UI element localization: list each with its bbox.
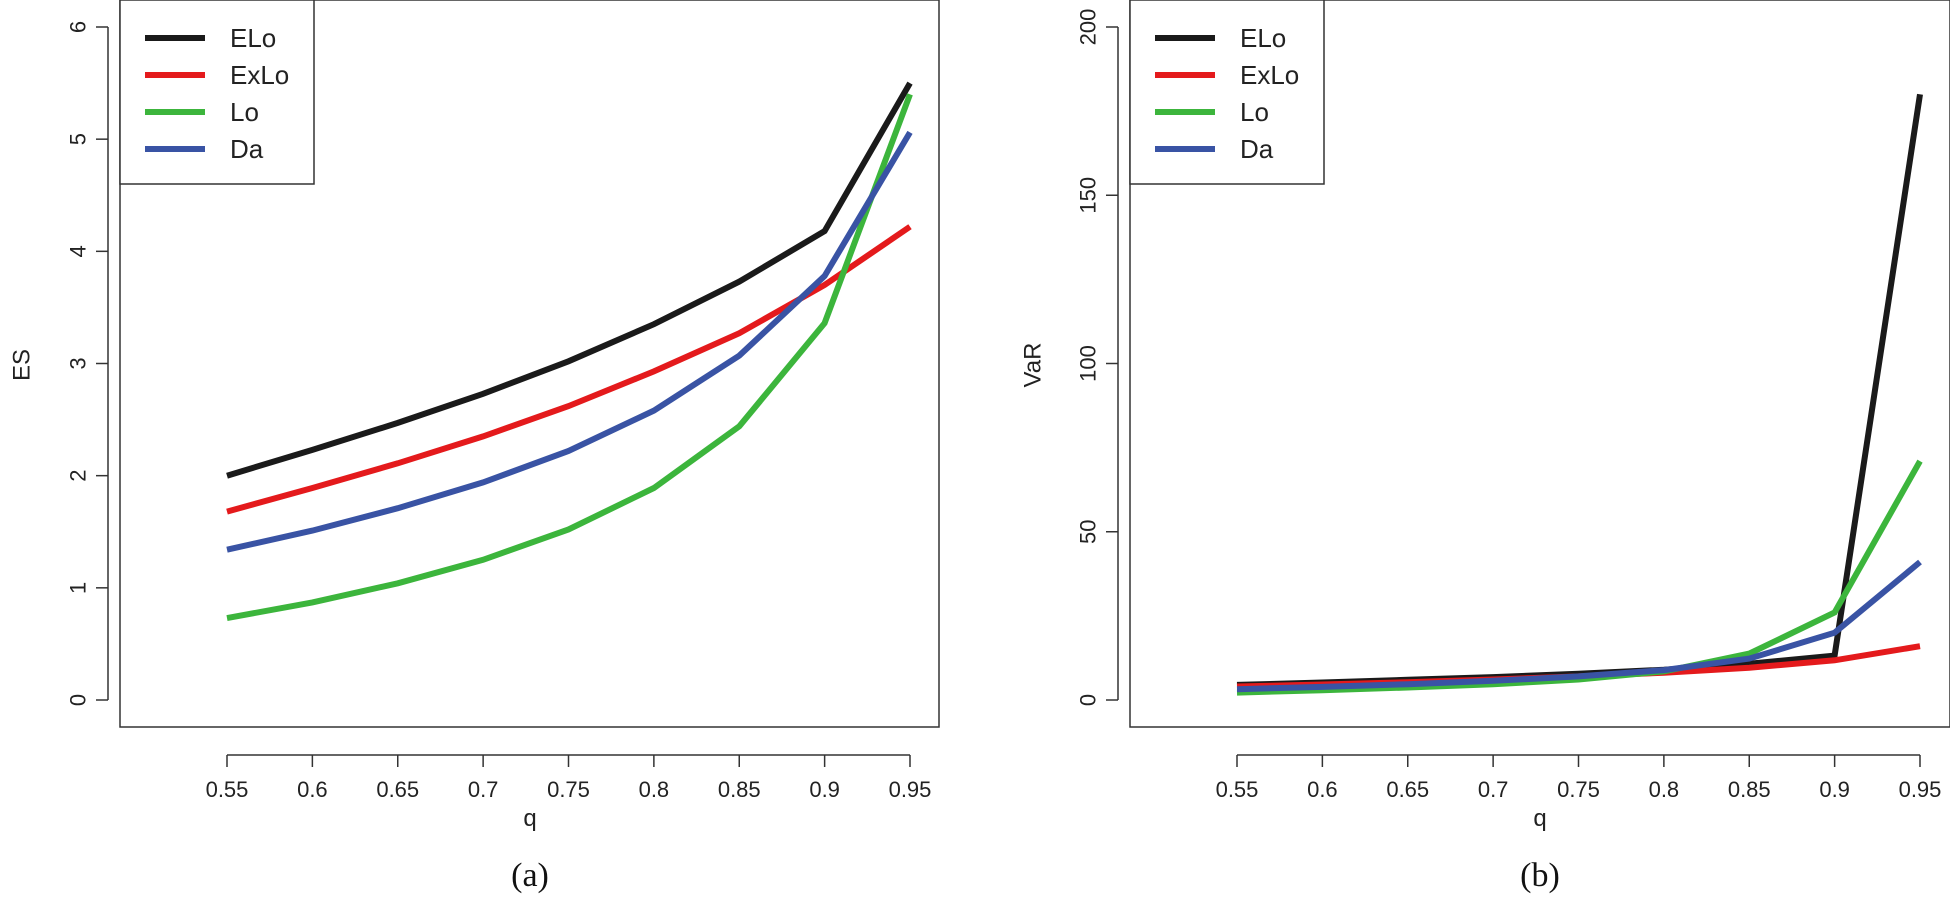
- x-tick-label: 0.65: [376, 777, 419, 802]
- legend-label: ELo: [1240, 23, 1286, 53]
- x-tick-label: 0.65: [1386, 777, 1429, 802]
- y-tick-label: 100: [1076, 345, 1101, 382]
- plot-frame: [1129, 0, 1950, 728]
- x-tick-label: 0.85: [718, 777, 761, 802]
- legend-label: Da: [1240, 134, 1274, 164]
- chart-panel-2: 0 50 100 150 200 0.55 0.6 0.65 0.7 0.75 0.8 0.85 0.9…: [1020, 0, 1950, 894]
- x-tick-label: 0.95: [1899, 777, 1942, 802]
- x-tick-label: 0.95: [889, 777, 932, 802]
- series-line-exlo: [226, 224, 912, 515]
- panel-caption: (a): [511, 857, 549, 894]
- plot-frame: [119, 0, 940, 728]
- x-tick-label: 0.55: [1216, 777, 1259, 802]
- y-tick-label: 5: [66, 133, 91, 145]
- series-line-elo: [226, 81, 913, 479]
- x-axis-title: q: [1533, 805, 1546, 832]
- legend-box: [119, 0, 315, 185]
- series-line-lo: [1236, 459, 1923, 696]
- y-tick-label: 150: [1076, 177, 1101, 214]
- legend-label: ExLo: [230, 60, 289, 90]
- x-tick-label: 0.85: [1728, 777, 1771, 802]
- legend: ELo ExLo Lo Da: [1129, 0, 1325, 185]
- legend: ELo ExLo Lo Da: [119, 0, 315, 185]
- chart-panel-1: 0 1 2 3 4 5 6 0.55 0.6 0.65 0.7 0.75 0.8 0.85 0.9 0.95 q…: [9, 0, 940, 894]
- y-tick-label: 2: [66, 470, 91, 482]
- series-line-da: [226, 130, 913, 553]
- panel-caption: (b): [1520, 857, 1560, 894]
- x-tick-label: 0.8: [639, 777, 670, 802]
- legend-label: ELo: [230, 23, 276, 53]
- x-tick-label: 0.75: [1557, 777, 1600, 802]
- legend-label: Lo: [230, 97, 259, 127]
- x-tick-label: 0.9: [1819, 777, 1850, 802]
- y-tick-label: 4: [66, 245, 91, 257]
- y-tick-label: 3: [66, 357, 91, 369]
- series-line-lo: [226, 93, 913, 622]
- x-tick-label: 0.7: [1478, 777, 1509, 802]
- legend-label: Lo: [1240, 97, 1269, 127]
- y-tick-label: 50: [1076, 520, 1101, 544]
- x-tick-label: 0.7: [468, 777, 499, 802]
- x-tick-label: 0.9: [809, 777, 840, 802]
- x-tick-label: 0.8: [1649, 777, 1680, 802]
- y-tick-label: 0: [66, 694, 91, 706]
- series-line-elo: [1236, 93, 1923, 688]
- legend-label: Da: [230, 134, 264, 164]
- x-axis-title: q: [523, 805, 536, 832]
- y-tick-label: 6: [66, 21, 91, 33]
- y-tick-label: 1: [66, 582, 91, 594]
- y-axis-title: VaR: [1020, 343, 1047, 388]
- y-tick-label: 0: [1076, 694, 1101, 706]
- y-axis-title: ES: [9, 349, 36, 381]
- series-line-da: [1236, 559, 1922, 693]
- x-tick-label: 0.75: [547, 777, 590, 802]
- x-tick-label: 0.6: [297, 777, 328, 802]
- x-tick-label: 0.55: [206, 777, 249, 802]
- y-tick-label: 200: [1076, 9, 1101, 46]
- x-tick-label: 0.6: [1307, 777, 1338, 802]
- legend-box: [1129, 0, 1325, 185]
- legend-label: ExLo: [1240, 60, 1299, 90]
